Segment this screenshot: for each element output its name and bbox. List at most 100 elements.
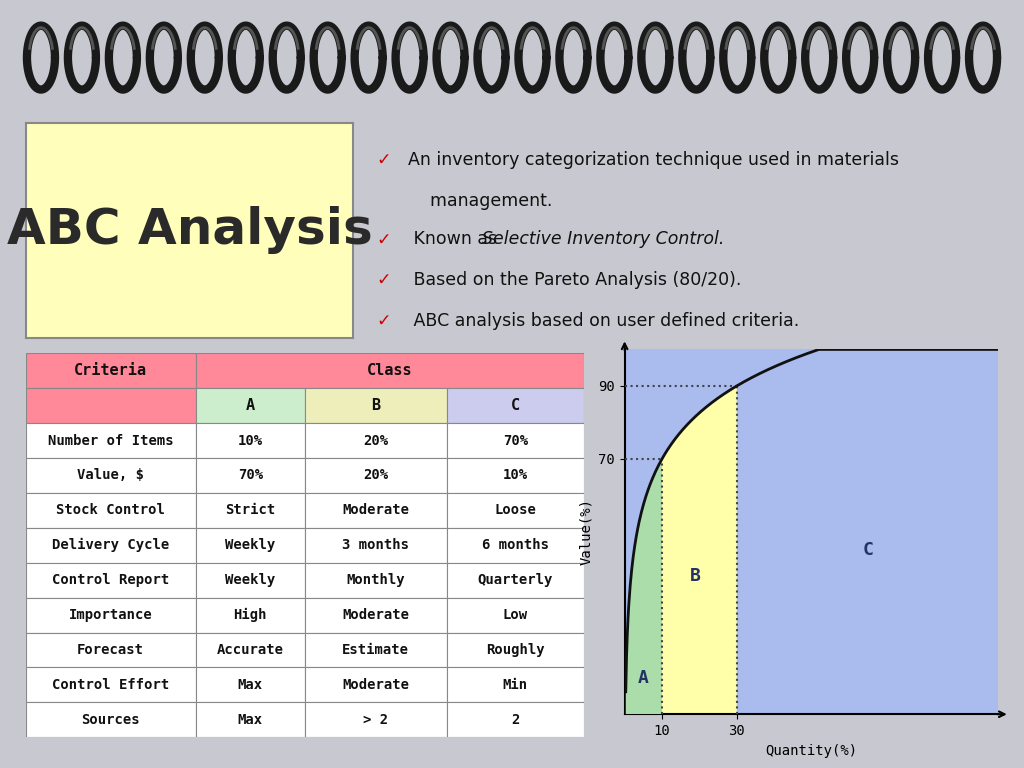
Bar <box>305 563 446 598</box>
Bar <box>196 458 305 493</box>
Bar <box>446 563 584 598</box>
Bar <box>446 423 584 458</box>
Bar <box>196 353 584 388</box>
Text: Forecast: Forecast <box>77 643 144 657</box>
Text: C: C <box>862 541 873 559</box>
Text: 6 months: 6 months <box>482 538 549 552</box>
Text: > 2: > 2 <box>364 713 388 727</box>
Y-axis label: Value(%): Value(%) <box>579 498 593 565</box>
Text: Value, $: Value, $ <box>77 468 144 482</box>
Text: Number of Items: Number of Items <box>48 434 173 448</box>
Text: 20%: 20% <box>364 434 388 448</box>
Text: Max: Max <box>238 678 263 692</box>
Bar <box>446 528 584 563</box>
Text: Weekly: Weekly <box>225 538 275 552</box>
Bar <box>26 563 196 598</box>
Text: Known as: Known as <box>409 230 503 248</box>
Text: Roughly: Roughly <box>486 643 545 657</box>
Bar <box>446 667 584 703</box>
Bar <box>26 458 196 493</box>
Text: ABC Analysis: ABC Analysis <box>6 207 373 254</box>
Bar <box>26 598 196 633</box>
Text: ✓: ✓ <box>377 271 391 290</box>
Bar <box>196 598 305 633</box>
Text: Accurate: Accurate <box>217 643 284 657</box>
Text: 20%: 20% <box>364 468 388 482</box>
Bar <box>26 633 196 667</box>
Text: Criteria: Criteria <box>74 363 147 378</box>
Bar <box>26 493 196 528</box>
Text: Max: Max <box>238 713 263 727</box>
Bar <box>26 423 196 458</box>
Bar <box>446 703 584 737</box>
Bar <box>446 598 584 633</box>
Text: Delivery Cycle: Delivery Cycle <box>52 538 169 552</box>
Text: Loose: Loose <box>495 503 537 518</box>
Polygon shape <box>626 386 737 714</box>
Bar <box>196 423 305 458</box>
Bar <box>26 667 196 703</box>
Text: Moderate: Moderate <box>342 608 410 622</box>
Text: Strict: Strict <box>225 503 275 518</box>
Text: A: A <box>246 398 255 413</box>
Bar <box>305 493 446 528</box>
Text: Based on the Pareto Analysis (80/20).: Based on the Pareto Analysis (80/20). <box>409 271 741 290</box>
Text: Moderate: Moderate <box>342 678 410 692</box>
Bar <box>446 388 584 423</box>
Text: 2: 2 <box>511 713 519 727</box>
Bar <box>305 423 446 458</box>
Text: ABC analysis based on user defined criteria.: ABC analysis based on user defined crite… <box>409 312 800 330</box>
Text: Control Report: Control Report <box>52 573 169 588</box>
Text: 70%: 70% <box>503 434 528 448</box>
Text: C: C <box>511 398 520 413</box>
Text: Stock Control: Stock Control <box>56 503 165 518</box>
Text: An inventory categorization technique used in materials: An inventory categorization technique us… <box>409 151 899 169</box>
Text: Weekly: Weekly <box>225 573 275 588</box>
Text: Quarterly: Quarterly <box>477 573 553 588</box>
Text: High: High <box>233 608 267 622</box>
Text: Monthly: Monthly <box>346 573 406 588</box>
Bar <box>305 458 446 493</box>
Text: 3 months: 3 months <box>342 538 410 552</box>
Bar <box>305 598 446 633</box>
Text: Selective Inventory Control.: Selective Inventory Control. <box>482 230 724 248</box>
Text: Control Effort: Control Effort <box>52 678 169 692</box>
Bar <box>26 703 196 737</box>
Bar <box>26 353 196 388</box>
Text: 10%: 10% <box>503 468 528 482</box>
Text: Importance: Importance <box>69 608 153 622</box>
Text: Sources: Sources <box>81 713 140 727</box>
Bar <box>305 388 446 423</box>
Text: Estimate: Estimate <box>342 643 410 657</box>
Bar <box>305 633 446 667</box>
Bar <box>446 493 584 528</box>
Text: management.: management. <box>409 192 553 210</box>
Bar <box>26 388 196 423</box>
Text: Moderate: Moderate <box>342 503 410 518</box>
Bar <box>305 703 446 737</box>
Bar <box>196 493 305 528</box>
Text: Low: Low <box>503 608 528 622</box>
Bar <box>446 458 584 493</box>
Bar <box>26 528 196 563</box>
Text: B: B <box>690 567 701 584</box>
Bar <box>196 633 305 667</box>
Text: Min: Min <box>503 678 528 692</box>
Polygon shape <box>626 459 662 714</box>
Bar <box>196 703 305 737</box>
Text: 70%: 70% <box>238 468 263 482</box>
Text: Class: Class <box>367 363 413 378</box>
X-axis label: Quantity(%): Quantity(%) <box>766 743 857 757</box>
Text: ✓: ✓ <box>377 230 391 248</box>
Bar <box>446 633 584 667</box>
Bar <box>196 388 305 423</box>
Bar <box>196 528 305 563</box>
Bar <box>196 667 305 703</box>
Text: 10%: 10% <box>238 434 263 448</box>
Text: A: A <box>638 669 649 687</box>
Text: B: B <box>372 398 380 413</box>
Text: ✓: ✓ <box>377 151 391 169</box>
Bar <box>305 667 446 703</box>
Bar <box>196 563 305 598</box>
Bar <box>305 528 446 563</box>
